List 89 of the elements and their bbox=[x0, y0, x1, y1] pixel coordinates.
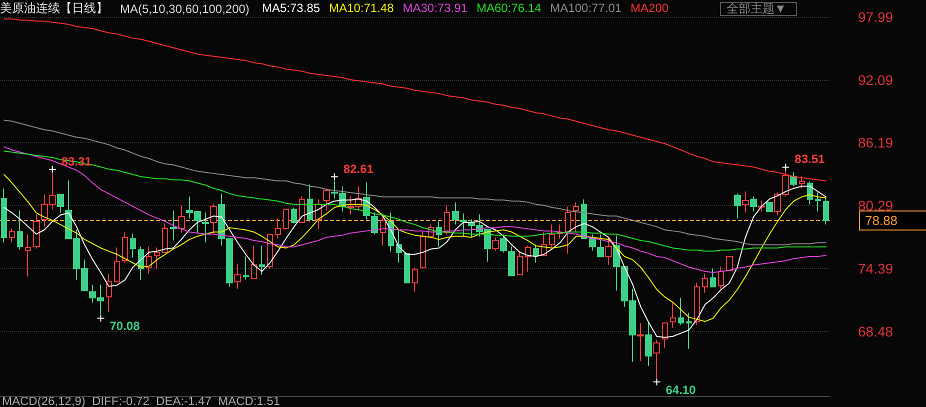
candlestick bbox=[750, 196, 757, 212]
candlestick bbox=[154, 247, 160, 270]
y-tick-label: 92.09 bbox=[858, 72, 894, 88]
candlestick bbox=[178, 204, 185, 234]
candlestick bbox=[686, 312, 692, 350]
candlestick bbox=[283, 208, 289, 230]
candlestick bbox=[500, 234, 507, 254]
candlestick bbox=[162, 222, 168, 254]
candlestick bbox=[678, 297, 684, 326]
candlestick bbox=[718, 266, 724, 290]
candlestick bbox=[251, 245, 257, 280]
text: MA30:73.91 bbox=[402, 1, 468, 15]
y-tick-label: 80.29 bbox=[858, 197, 894, 214]
candlestick bbox=[815, 192, 821, 212]
candlestick bbox=[726, 256, 733, 272]
candlestick bbox=[122, 232, 128, 264]
candlestick bbox=[734, 192, 741, 219]
candlestick bbox=[130, 232, 136, 258]
candlestick bbox=[573, 202, 579, 234]
candlestick bbox=[291, 207, 297, 224]
ref-line-label: 78.88 bbox=[865, 213, 898, 228]
line-series bbox=[4, 150, 826, 252]
candlestick bbox=[702, 273, 708, 294]
candlestick bbox=[1, 188, 7, 244]
candlestick bbox=[645, 321, 652, 366]
line-series bbox=[4, 120, 826, 246]
candlestick bbox=[323, 188, 330, 211]
candlestick bbox=[452, 202, 459, 226]
line-series bbox=[4, 174, 826, 322]
text: MA10:71.48 bbox=[329, 1, 394, 15]
candlestick bbox=[412, 267, 418, 292]
candlestick bbox=[605, 236, 612, 266]
legend-title: MA(5,10,30,60,100,200) bbox=[120, 2, 250, 16]
candlestick bbox=[694, 282, 700, 326]
annotation: 70.08 bbox=[110, 319, 140, 334]
candlestick bbox=[710, 268, 716, 288]
text: MA200 bbox=[630, 1, 669, 15]
candlestick bbox=[637, 322, 644, 362]
candlestick bbox=[210, 202, 217, 234]
candlestick bbox=[589, 234, 596, 252]
text: MA100:77.01 bbox=[550, 1, 622, 15]
text: MA5:73.85 bbox=[262, 1, 320, 15]
candlestick bbox=[597, 234, 604, 258]
candlestick bbox=[525, 245, 531, 272]
y-tick-label: 68.48 bbox=[858, 323, 894, 340]
candlestick bbox=[380, 216, 386, 246]
candlestick bbox=[9, 228, 15, 244]
candlestick bbox=[742, 190, 749, 214]
candlestick bbox=[307, 184, 313, 222]
candlestick bbox=[670, 302, 676, 328]
candlestick bbox=[533, 244, 539, 264]
candlestick bbox=[17, 210, 23, 250]
candlestick bbox=[259, 245, 265, 276]
candlestick bbox=[243, 256, 249, 280]
annotation: 83.51 bbox=[794, 152, 826, 166]
candlestick bbox=[758, 200, 765, 212]
candlestick bbox=[170, 210, 177, 242]
candlestick bbox=[460, 212, 467, 238]
annotation: 82.61 bbox=[343, 162, 374, 176]
line-series bbox=[4, 186, 826, 338]
candlestick bbox=[790, 172, 797, 187]
text: MA60:76.14 bbox=[476, 1, 542, 15]
candlestick bbox=[25, 234, 31, 278]
candlestick bbox=[33, 214, 40, 250]
candlestick bbox=[202, 212, 209, 244]
candlestick bbox=[114, 247, 120, 282]
candlestick bbox=[234, 263, 241, 290]
candlestick bbox=[823, 196, 829, 226]
candlestick bbox=[57, 194, 64, 214]
y-tick-label: 97.99 bbox=[858, 9, 894, 25]
candlestick bbox=[549, 224, 555, 248]
chart-title: 美原油连续【日线】 bbox=[0, 1, 108, 15]
candlestick bbox=[492, 237, 499, 252]
candlestick bbox=[565, 206, 571, 254]
candlestick bbox=[517, 252, 523, 276]
candlestick bbox=[371, 212, 378, 236]
candlestick bbox=[106, 273, 112, 312]
y-tick-label: 74.39 bbox=[858, 260, 894, 276]
line-series bbox=[4, 146, 826, 273]
candlestick bbox=[766, 202, 773, 212]
candlestick bbox=[275, 218, 281, 240]
y-tick-label: 86.19 bbox=[858, 134, 894, 151]
annotation: 64.10 bbox=[666, 382, 696, 397]
candlestick bbox=[404, 253, 410, 284]
candlestick bbox=[444, 204, 450, 236]
candlestick bbox=[662, 322, 668, 348]
candlestick bbox=[508, 246, 515, 276]
candlestick bbox=[420, 231, 426, 270]
text: 全部主题▼ bbox=[726, 2, 786, 16]
